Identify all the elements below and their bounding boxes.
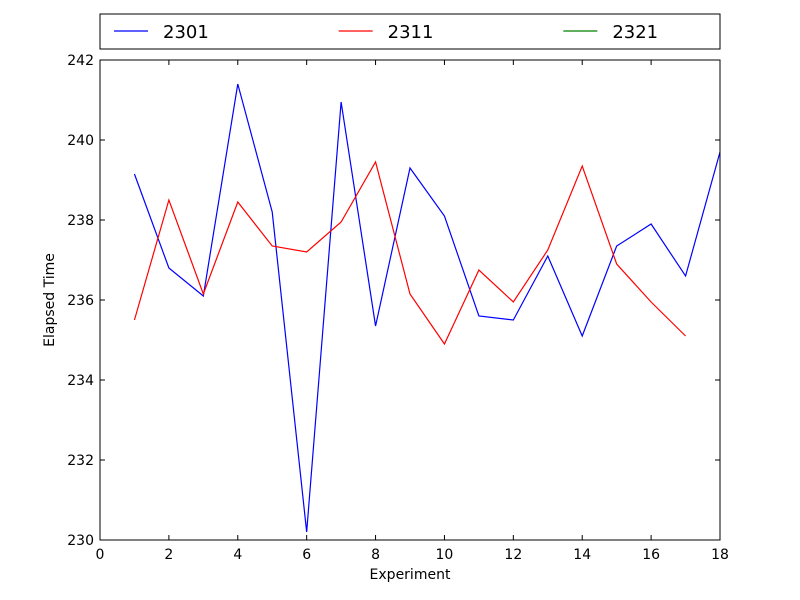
ticks-layer: 0 2 4 6 8 10 12 14 16 18 230 232 234 236 238 240 242 [67, 53, 729, 563]
y-tick-label: 238 [67, 213, 94, 229]
legend-item-2301: 2301 [114, 22, 209, 43]
y-tick-label: 230 [67, 533, 94, 549]
legend-label: 2311 [388, 22, 434, 43]
y-tick-label: 242 [67, 53, 94, 69]
x-tick-label: 0 [96, 547, 105, 563]
y-axis-label: Elapsed Time [42, 253, 58, 347]
legend-item-2311: 2311 [338, 22, 434, 43]
y-tick-label: 236 [67, 293, 94, 309]
legend: 2301 2311 2321 [99, 13, 721, 50]
x-tick-label: 6 [302, 547, 311, 563]
legend-item-2321: 2321 [563, 22, 658, 43]
series-line-2311 [133, 160, 686, 346]
x-axis-label: Experiment [370, 567, 451, 583]
legend-label: 2301 [163, 22, 209, 43]
y-tick-label: 240 [67, 133, 94, 149]
x-tick-label: 4 [233, 547, 242, 563]
y-tick-label: 234 [67, 373, 94, 389]
x-tick-label: 12 [504, 547, 522, 563]
y-tick-label: 232 [67, 453, 94, 469]
legend-frame [99, 13, 721, 50]
series-layer [133, 83, 720, 533]
x-tick-label: 8 [371, 547, 380, 563]
series-line-2301 [133, 83, 720, 533]
x-tick-label: 2 [164, 547, 173, 563]
x-tick-label: 14 [573, 547, 591, 563]
x-tick-label: 18 [711, 547, 729, 563]
x-tick-label: 10 [436, 547, 454, 563]
legend-label: 2321 [612, 22, 658, 43]
x-tick-label: 16 [642, 547, 660, 563]
